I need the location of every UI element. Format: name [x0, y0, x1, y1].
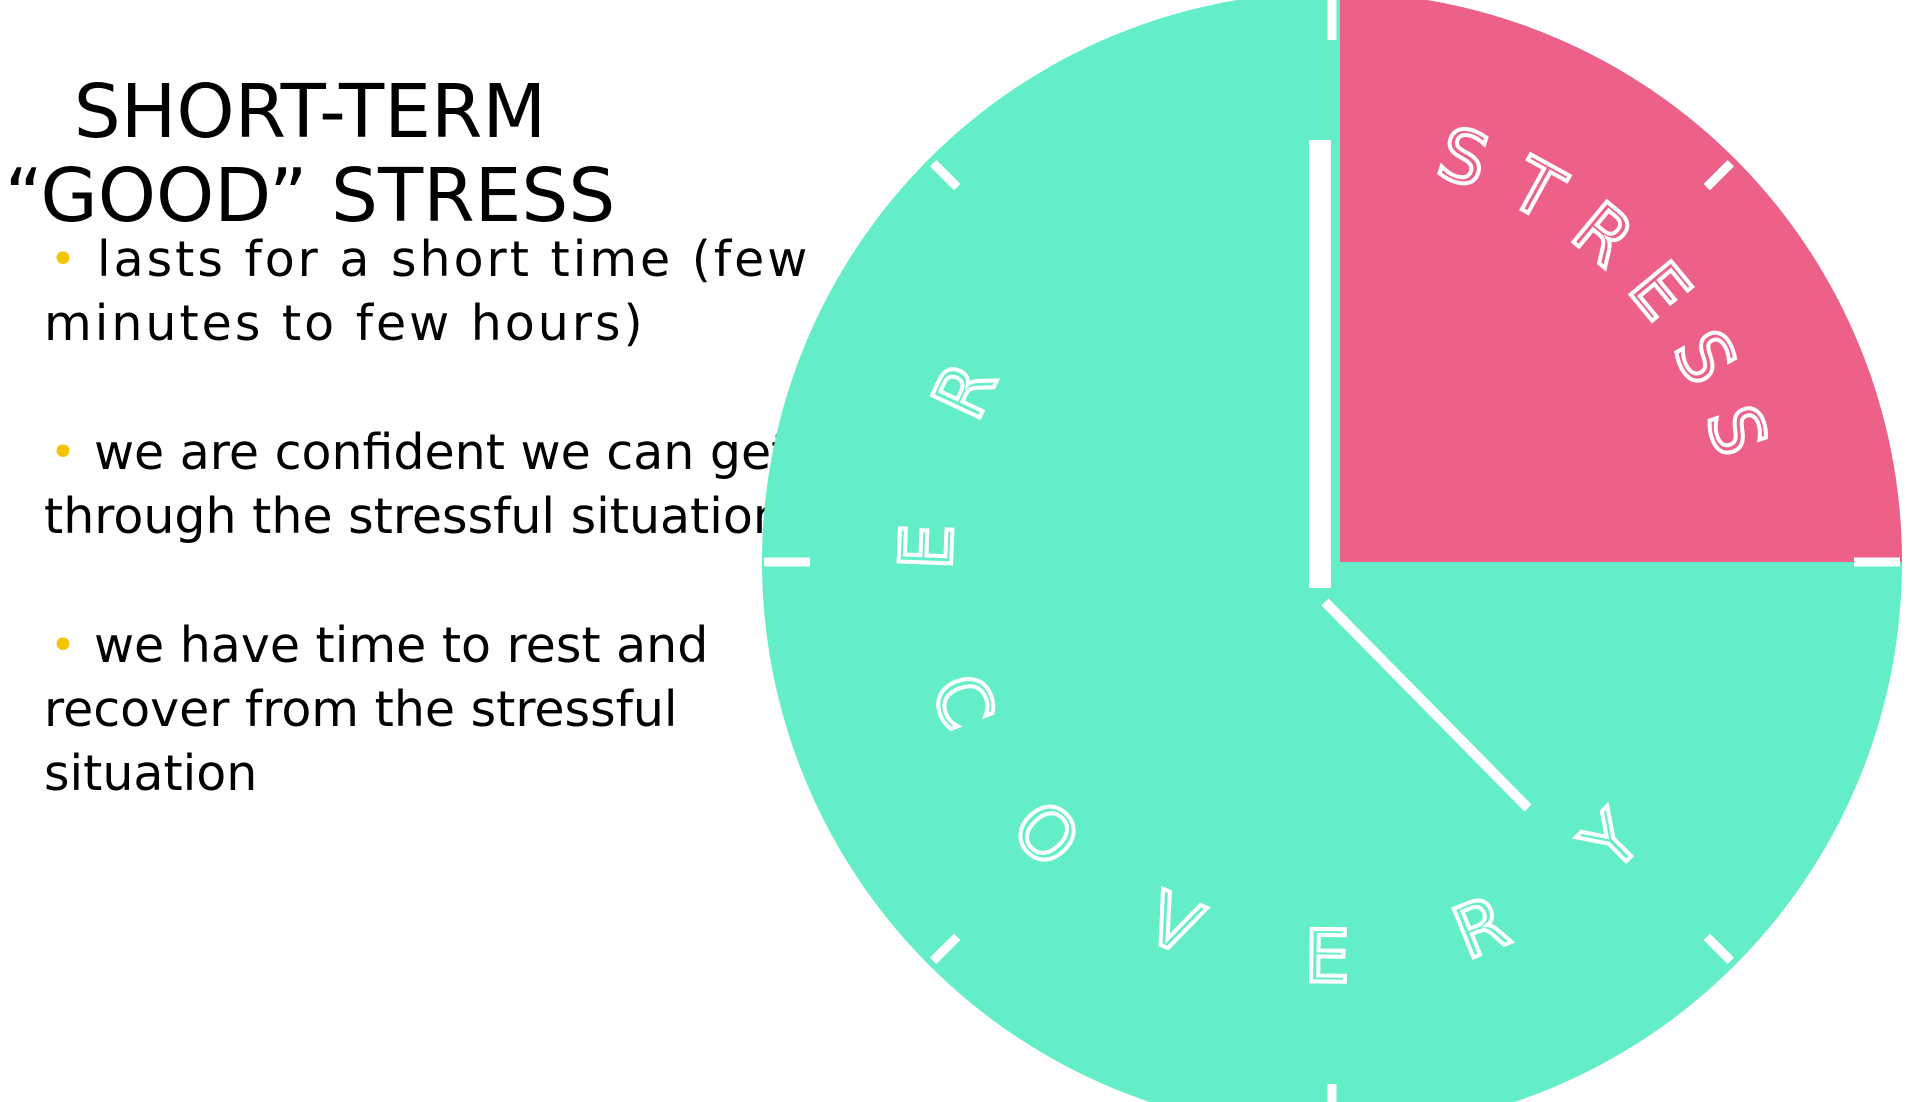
- bullet-item-3: • we have time to rest and recover from t…: [44, 614, 824, 806]
- tick-mark: [1703, 933, 1734, 964]
- title-line-2: “GOOD” STRESS: [4, 152, 616, 239]
- tick-mark: [930, 933, 961, 964]
- slide-title: SHORT-TERM “GOOD” STRESS: [0, 70, 620, 238]
- tick-mark: [1703, 160, 1734, 191]
- bullet-item-1: • lasts for a short time (few minutes to …: [44, 228, 824, 356]
- stress-wedge: [1340, 0, 1902, 562]
- clock-tick-marks: [764, 0, 1900, 1102]
- bullet-dot-icon: •: [50, 427, 76, 478]
- recovery-letter: E: [884, 523, 970, 572]
- recovery-letter: E: [1304, 914, 1351, 999]
- bullet-text-2: we are confident we can get through the …: [44, 424, 791, 545]
- bullet-text-3: we have time to rest and recover from th…: [44, 617, 709, 802]
- bullet-list: • lasts for a short time (few minutes to …: [44, 228, 824, 871]
- bullet-item-2: • we are confident we can get through the…: [44, 421, 824, 549]
- bullet-text-1: lasts for a short time (few minutes to f…: [44, 231, 811, 352]
- tick-mark: [930, 160, 961, 191]
- title-line-1: SHORT-TERM: [73, 68, 547, 155]
- bullet-dot-icon: •: [50, 620, 76, 671]
- bullet-dot-icon: •: [50, 234, 79, 285]
- clock-hand-diagonal: [1321, 598, 1532, 812]
